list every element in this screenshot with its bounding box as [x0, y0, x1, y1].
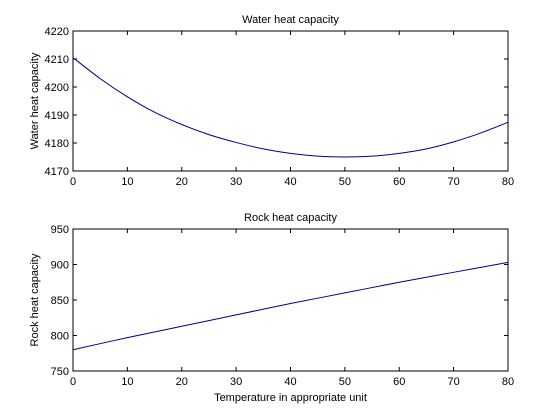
water-x-tick-label: 80 [502, 176, 514, 188]
rock-x-tick-label: 30 [230, 376, 242, 388]
rock-y-tick-label: 750 [51, 366, 69, 378]
water-y-tick-label: 4190 [45, 110, 69, 122]
water-heat-capacity-chart: 0 10 20 30 40 50 60 70 80 4170 4180 4190 4200 4210 422… [29, 14, 514, 188]
rock-y-tick-label: 800 [51, 331, 69, 343]
rock-x-tick-label: 60 [393, 376, 405, 388]
water-x-tick-label: 50 [339, 176, 351, 188]
rock-x-tick-label: 70 [448, 376, 460, 388]
water-y-tick-label: 4210 [45, 54, 69, 66]
rock-y-tick-label: 950 [51, 224, 69, 236]
water-y-tick-label: 4170 [45, 166, 69, 178]
rock-x-tick-label: 80 [502, 376, 514, 388]
rock-y-axis-label: Rock heat capacity [29, 253, 41, 346]
water-axes-box [72, 30, 509, 172]
water-x-tick-label: 40 [284, 176, 296, 188]
water-x-tick-label: 20 [176, 176, 188, 188]
rock-x-tick-label: 0 [70, 376, 76, 388]
rock-x-tick-label: 40 [284, 376, 296, 388]
rock-x-axis-label: Temperature in appropriate unit [214, 392, 367, 404]
water-x-tick-label: 0 [70, 176, 76, 188]
rock-y-tick-label: 900 [51, 260, 69, 272]
water-x-tick-label: 70 [448, 176, 460, 188]
rock-x-tick-label: 50 [339, 376, 351, 388]
water-y-tick-label: 4220 [45, 26, 69, 38]
rock-axes-box [72, 228, 509, 372]
water-y-axis-label: Water heat capacity [29, 52, 41, 149]
water-x-tick-label: 30 [230, 176, 242, 188]
water-heat-capacity-line [72, 57, 509, 158]
rock-chart-title: Rock heat capacity [244, 212, 337, 224]
water-x-tick-label: 10 [121, 176, 133, 188]
rock-x-tick-label: 10 [121, 376, 133, 388]
rock-heat-capacity-chart: 0 10 20 30 40 50 60 70 80 750 800 850 900 950 Rock hea… [29, 212, 514, 404]
rock-heat-capacity-line [72, 261, 509, 351]
water-y-tick-label: 4200 [45, 82, 69, 94]
water-chart-title: Water heat capacity [242, 14, 339, 26]
rock-x-tick-label: 20 [176, 376, 188, 388]
rock-y-tick-label: 850 [51, 295, 69, 307]
water-x-tick-label: 60 [393, 176, 405, 188]
water-y-tick-label: 4180 [45, 138, 69, 150]
